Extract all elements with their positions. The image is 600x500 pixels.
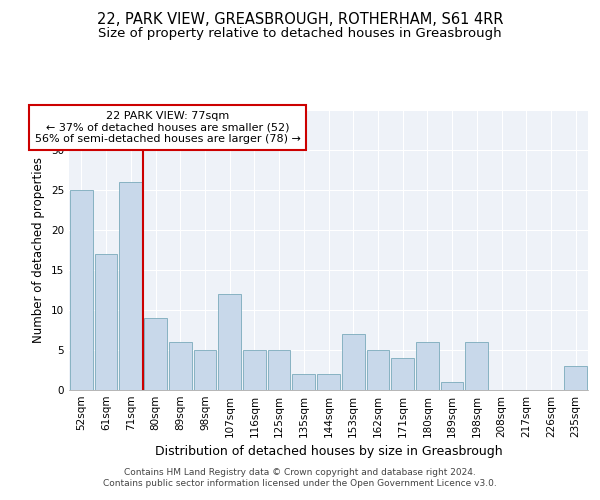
X-axis label: Distribution of detached houses by size in Greasbrough: Distribution of detached houses by size …: [155, 446, 502, 458]
Bar: [218, 294, 241, 390]
Bar: [466, 342, 488, 390]
Bar: [194, 350, 216, 390]
Bar: [243, 350, 266, 390]
Bar: [70, 190, 93, 390]
Bar: [416, 342, 439, 390]
Bar: [268, 350, 290, 390]
Bar: [342, 334, 365, 390]
Text: Size of property relative to detached houses in Greasbrough: Size of property relative to detached ho…: [98, 28, 502, 40]
Bar: [95, 254, 118, 390]
Bar: [367, 350, 389, 390]
Bar: [317, 374, 340, 390]
Text: 22, PARK VIEW, GREASBROUGH, ROTHERHAM, S61 4RR: 22, PARK VIEW, GREASBROUGH, ROTHERHAM, S…: [97, 12, 503, 28]
Text: Contains HM Land Registry data © Crown copyright and database right 2024.
Contai: Contains HM Land Registry data © Crown c…: [103, 468, 497, 487]
Bar: [391, 358, 414, 390]
Bar: [441, 382, 463, 390]
Bar: [292, 374, 315, 390]
Bar: [144, 318, 167, 390]
Y-axis label: Number of detached properties: Number of detached properties: [32, 157, 46, 343]
Bar: [169, 342, 191, 390]
Bar: [119, 182, 142, 390]
Text: 22 PARK VIEW: 77sqm
← 37% of detached houses are smaller (52)
56% of semi-detach: 22 PARK VIEW: 77sqm ← 37% of detached ho…: [35, 111, 301, 144]
Bar: [564, 366, 587, 390]
